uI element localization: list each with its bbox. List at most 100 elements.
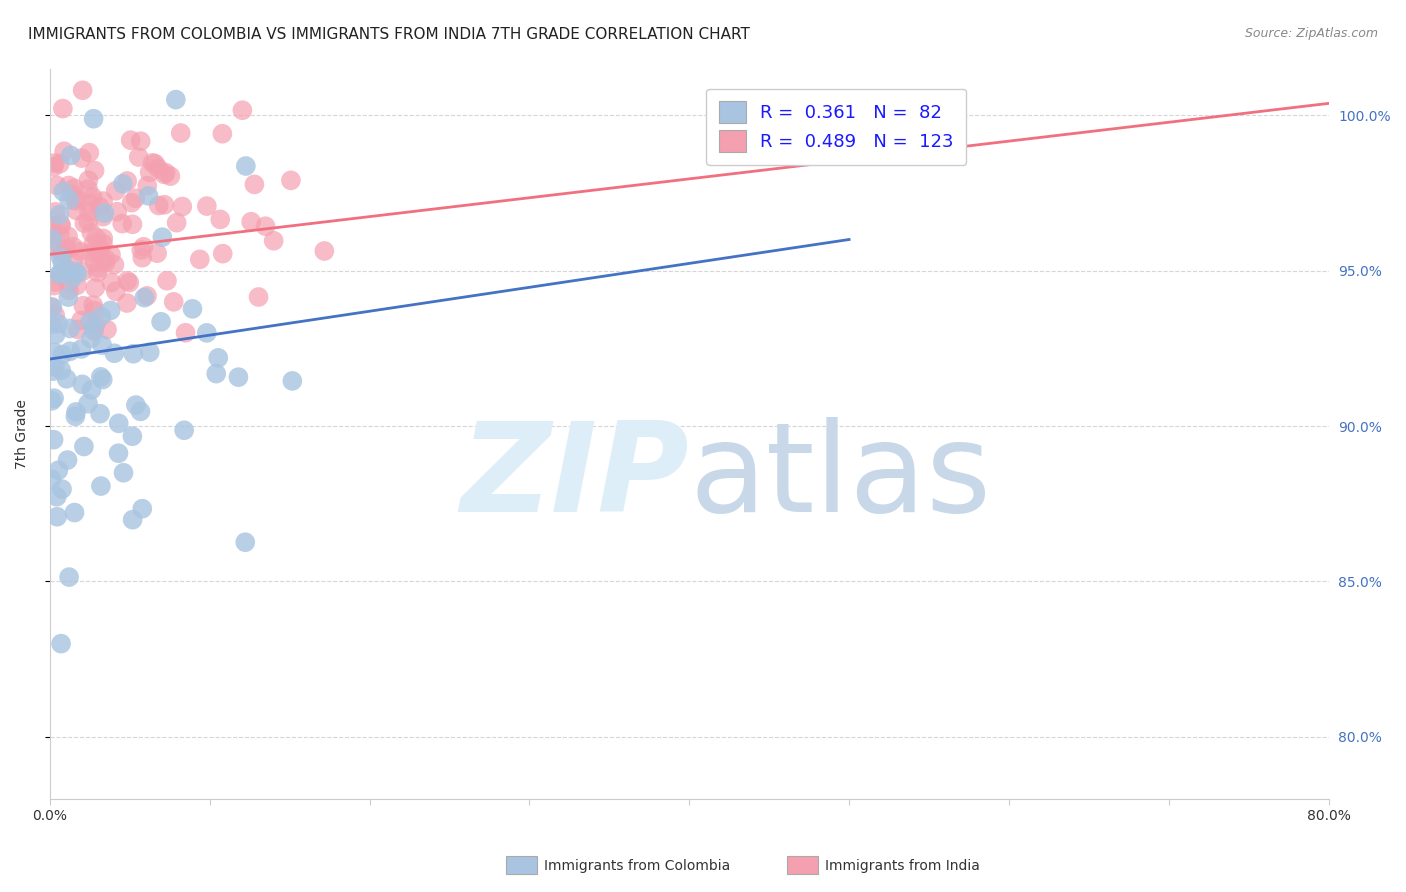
Point — [53, 145, 76, 159]
Point — [111, 177, 134, 191]
Point — [49, 217, 72, 231]
Point — [79, 145, 101, 160]
Point — [44, 275, 66, 289]
Point — [91, 210, 114, 224]
Point — [46, 317, 69, 331]
Point — [83, 163, 105, 178]
Point — [77, 173, 100, 187]
Point — [65, 192, 87, 206]
Point — [77, 215, 100, 229]
Point — [281, 374, 304, 388]
Point — [121, 195, 143, 210]
Point — [51, 482, 73, 496]
Point — [44, 359, 66, 374]
Point — [122, 347, 145, 361]
Point — [56, 262, 79, 277]
Point — [125, 398, 148, 412]
Point — [69, 244, 91, 259]
Point — [111, 217, 134, 231]
Point — [280, 173, 302, 187]
Point — [58, 290, 80, 304]
Point — [80, 383, 103, 397]
Point — [188, 252, 211, 267]
Point — [41, 219, 63, 233]
Point — [247, 290, 270, 304]
Point — [120, 133, 142, 147]
Point — [195, 326, 218, 340]
Point — [243, 178, 266, 192]
Point — [254, 219, 277, 234]
Point — [142, 156, 165, 170]
Point — [70, 151, 93, 165]
Point — [49, 244, 72, 259]
Y-axis label: 7th Grade: 7th Grade — [15, 399, 30, 468]
Point — [41, 472, 63, 486]
Point — [44, 156, 66, 170]
Point — [66, 267, 89, 281]
Point — [84, 281, 107, 295]
Point — [100, 303, 122, 318]
Point — [63, 264, 86, 278]
Point — [94, 256, 117, 270]
Point — [240, 215, 263, 229]
Point — [107, 446, 129, 460]
Point — [80, 226, 103, 240]
Point — [73, 440, 96, 454]
Point — [131, 251, 153, 265]
Point — [96, 322, 118, 336]
Point — [52, 245, 75, 260]
Point — [134, 291, 156, 305]
Point — [82, 237, 104, 252]
Point — [77, 204, 100, 219]
Point — [42, 227, 65, 242]
Point — [105, 204, 128, 219]
Point — [195, 199, 218, 213]
Point — [41, 300, 63, 314]
Point — [121, 429, 143, 443]
Point — [231, 103, 253, 118]
Point — [150, 315, 173, 329]
Point — [91, 231, 114, 245]
Point — [128, 150, 150, 164]
Point — [46, 463, 69, 477]
Point — [139, 345, 162, 359]
Text: Immigrants from India: Immigrants from India — [825, 859, 980, 873]
Point — [94, 252, 117, 266]
Point — [143, 157, 166, 171]
Point — [48, 208, 70, 222]
Point — [44, 309, 66, 323]
Point — [209, 212, 232, 227]
Point — [129, 134, 152, 148]
Point — [55, 242, 77, 256]
Point — [63, 181, 86, 195]
Point — [60, 271, 83, 285]
Point — [79, 196, 101, 211]
Point — [42, 160, 65, 174]
Point — [79, 315, 101, 329]
Point — [62, 240, 84, 254]
Point — [91, 372, 114, 386]
Point — [115, 296, 138, 310]
Point — [163, 294, 186, 309]
Point — [62, 254, 84, 268]
Text: Immigrants from Colombia: Immigrants from Colombia — [544, 859, 730, 873]
Point — [93, 206, 115, 220]
Point — [104, 184, 127, 198]
Point — [207, 351, 229, 365]
Point — [211, 246, 233, 260]
Point — [153, 198, 176, 212]
Point — [77, 397, 100, 411]
Point — [72, 83, 94, 97]
Point — [51, 363, 73, 377]
Point — [86, 265, 108, 279]
Point — [263, 234, 285, 248]
Point — [55, 372, 77, 386]
Point — [181, 301, 204, 316]
Legend: R =  0.361   N =  82, R =  0.489   N =  123: R = 0.361 N = 82, R = 0.489 N = 123 — [706, 88, 966, 165]
Point — [146, 161, 169, 176]
Point — [66, 278, 89, 293]
Point — [49, 228, 72, 243]
Point — [314, 244, 336, 258]
Point — [73, 216, 96, 230]
Text: IMMIGRANTS FROM COLOMBIA VS IMMIGRANTS FROM INDIA 7TH GRADE CORRELATION CHART: IMMIGRANTS FROM COLOMBIA VS IMMIGRANTS F… — [28, 27, 749, 42]
